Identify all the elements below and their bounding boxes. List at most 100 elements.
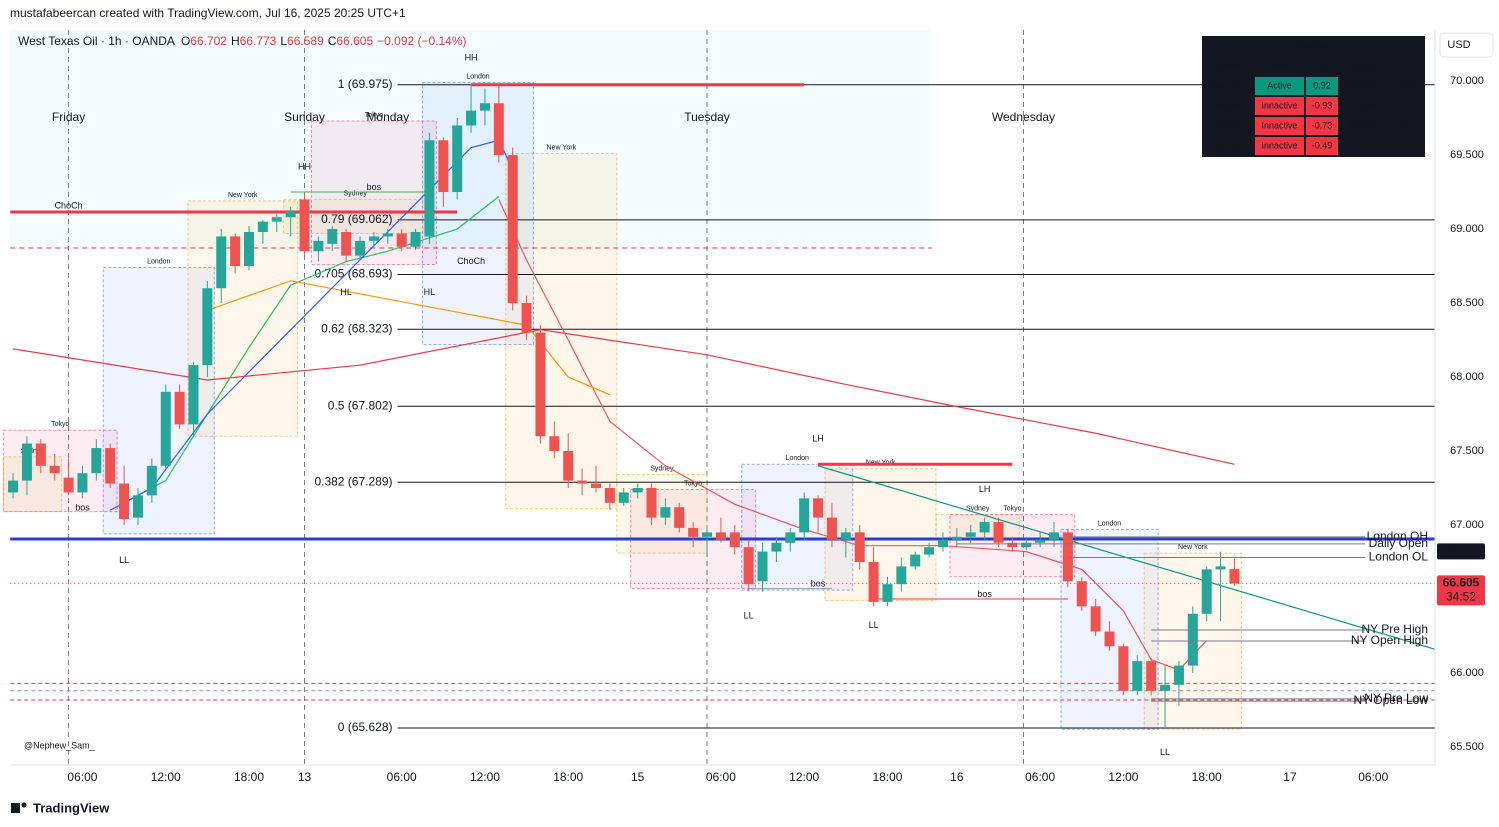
table-title: LuxAlgo — [1297, 40, 1330, 50]
candle-body — [341, 231, 352, 256]
fib-label: 0.62 (68.323) — [321, 321, 392, 335]
candle-body — [91, 448, 102, 474]
countdown: 34:52 — [1446, 590, 1476, 604]
y-tick-label: 70.000 — [1450, 75, 1484, 87]
day-label: Friday — [52, 110, 85, 124]
candle-body — [1187, 613, 1198, 666]
day-label: Wednesday — [992, 110, 1055, 124]
candle-body — [771, 542, 782, 552]
session-label: Sydney — [650, 466, 674, 473]
table-cell: 0.92 — [1313, 80, 1331, 90]
x-tick-label: 15 — [631, 770, 645, 784]
candle-body — [604, 487, 615, 503]
candle-body — [35, 443, 46, 466]
candle-body — [563, 450, 574, 481]
ohlc-value: 66.702 — [190, 34, 227, 48]
table-header: Session — [1212, 60, 1244, 70]
table-cell: 0.0748 — [1391, 140, 1419, 150]
table-cell: -0.93 — [1312, 100, 1333, 110]
x-tick-label: 13 — [298, 770, 312, 784]
candle-body — [951, 536, 962, 540]
watermark: @Nephew_Sam_ — [24, 740, 96, 750]
structure-label: LL — [869, 620, 879, 630]
level-label: NY Open High — [1351, 633, 1428, 647]
ohlc-label: L — [280, 34, 287, 48]
candle-body — [924, 547, 935, 555]
candle-body — [1173, 665, 1184, 685]
x-tick-label: 06:00 — [67, 770, 97, 784]
candle-body — [396, 233, 407, 247]
candle-body — [77, 473, 88, 493]
candle-body — [660, 507, 671, 518]
price-tag — [1437, 543, 1485, 560]
candle-body — [493, 103, 504, 156]
indicator-line — [12, 329, 1235, 465]
symbol-line: West Texas Oil · 1h · OANDA O66.702 H66.77… — [18, 34, 467, 48]
table-cell: Innactive — [1261, 140, 1297, 150]
candle-body — [285, 211, 296, 218]
candle-body — [826, 517, 837, 540]
candle-body — [132, 495, 143, 518]
candle-body — [1090, 606, 1101, 632]
candle-body — [507, 155, 518, 304]
level-label: NY Pre High — [1362, 622, 1428, 636]
candle-body — [646, 487, 657, 518]
candle-body — [577, 480, 588, 484]
candle-body — [1160, 684, 1171, 691]
x-tick-label: 06:00 — [387, 770, 417, 784]
table-cell: 23.887K — [1345, 80, 1379, 90]
table-cell: 0.1071 — [1391, 120, 1419, 130]
candle-body — [188, 365, 199, 425]
candle-body — [244, 231, 255, 267]
session-label: New York — [547, 144, 577, 151]
candle-body — [1104, 631, 1115, 647]
trend-cell — [1306, 97, 1338, 115]
session-label: Tokyo — [365, 112, 383, 119]
table-cell: 2.431K — [1348, 140, 1377, 150]
session-label: New York — [228, 192, 258, 199]
structure-label: LH — [812, 434, 824, 444]
candle-body — [618, 492, 629, 503]
table-cell: Tokyo — [1216, 120, 1240, 130]
candle-body — [590, 483, 601, 488]
candle-body — [452, 125, 463, 193]
session-label: New York — [1178, 544, 1208, 551]
table-cell: -0.49 — [1312, 140, 1333, 150]
candle-body — [202, 288, 213, 366]
candle-body — [1076, 581, 1087, 607]
structure-label: bos — [977, 589, 992, 599]
candle-body — [1035, 539, 1046, 543]
table-cell: -0.73 — [1312, 120, 1333, 130]
ohlc-label: O — [181, 34, 190, 48]
structure-label: bos — [811, 579, 826, 589]
level-label: London OL — [1369, 550, 1429, 564]
candle-body — [813, 498, 824, 518]
candle-body — [271, 217, 282, 222]
logo-mark — [21, 802, 27, 808]
candle-body — [466, 110, 477, 126]
structure-label: bos — [75, 502, 90, 512]
x-tick-label: 18:00 — [234, 770, 264, 784]
candle-body — [521, 303, 532, 333]
y-tick-label: 69.000 — [1450, 223, 1484, 235]
session-label: London — [1098, 520, 1121, 527]
candle-body — [882, 584, 893, 602]
currency-button[interactable] — [1439, 32, 1494, 58]
structure-label: HL — [340, 287, 352, 297]
candle-body — [549, 436, 560, 451]
table-cell: 18.98K — [1348, 100, 1377, 110]
currency[interactable]: USD — [1447, 39, 1470, 51]
candle-body — [910, 554, 921, 567]
table-cell: New York — [1209, 80, 1248, 90]
candle-body — [1146, 661, 1157, 691]
structure-label: LL — [744, 610, 754, 620]
trend-cell — [1306, 77, 1338, 95]
candle-body — [937, 539, 948, 548]
candle-body — [1021, 542, 1032, 548]
status-cell — [1255, 77, 1304, 95]
x-tick-label: 06:00 — [1025, 770, 1055, 784]
candle-body — [299, 199, 310, 252]
table-cell: Sydney — [1213, 140, 1244, 150]
table-header: Trend — [1310, 60, 1333, 70]
candle-body — [896, 566, 907, 585]
